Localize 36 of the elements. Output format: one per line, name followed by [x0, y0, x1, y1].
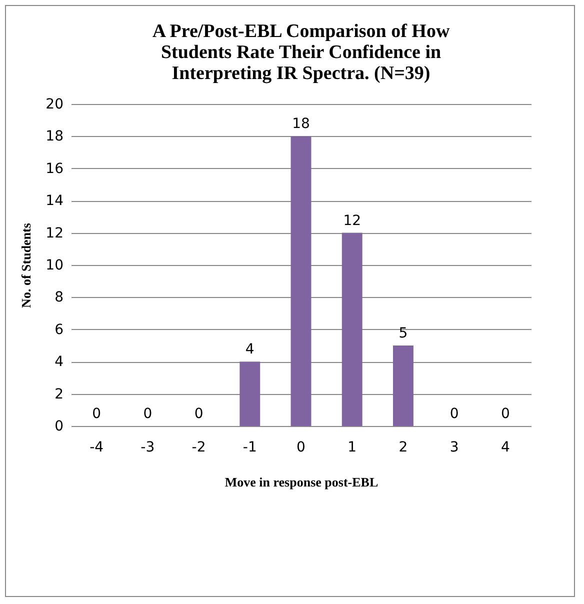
y-tick-label: 14	[46, 193, 64, 210]
x-tick-label: 4	[500, 440, 510, 456]
data-label: 0	[143, 406, 152, 422]
y-tick-label: 0	[54, 418, 64, 434]
x-tick-label: 0	[296, 440, 306, 456]
x-tick-label: -4	[90, 440, 104, 456]
y-tick-label: 10	[46, 258, 64, 274]
data-label: 12	[343, 212, 362, 229]
y-tick-label: 18	[46, 128, 64, 145]
y-tick-label: 12	[46, 225, 64, 242]
x-tick-label: -2	[192, 440, 206, 456]
y-axis-title: No. of Students	[18, 223, 34, 308]
y-tick-label: 2	[54, 386, 64, 402]
data-label: 0	[92, 406, 102, 422]
data-label: 0	[194, 406, 204, 422]
y-tick-label: 16	[46, 160, 64, 177]
bar	[393, 346, 414, 426]
x-tick-label: 3	[450, 440, 459, 456]
y-tick-label: 6	[54, 322, 64, 338]
x-tick-label: 1	[348, 440, 357, 456]
data-label: 4	[245, 342, 254, 358]
data-label: 5	[398, 326, 408, 342]
x-tick-label: 2	[398, 440, 408, 456]
y-tick-label: 8	[54, 290, 64, 306]
data-label: 0	[500, 406, 510, 422]
x-axis-title: Move in response post-EBL	[224, 474, 378, 490]
data-label: 0	[450, 406, 459, 422]
bar	[290, 136, 312, 426]
bar	[240, 362, 260, 426]
y-tick-label: 4	[54, 354, 64, 370]
y-tick-label: 20	[46, 96, 64, 112]
bar	[342, 232, 362, 426]
chart-title: A Pre/Post-EBL Comparison of How Students Rate Their Confidence in Interpreting IR Spectra. (N=39)	[152, 21, 450, 84]
x-tick-label: -1	[242, 440, 257, 456]
data-label: 18	[292, 116, 310, 132]
x-tick-label: -3	[140, 440, 155, 456]
